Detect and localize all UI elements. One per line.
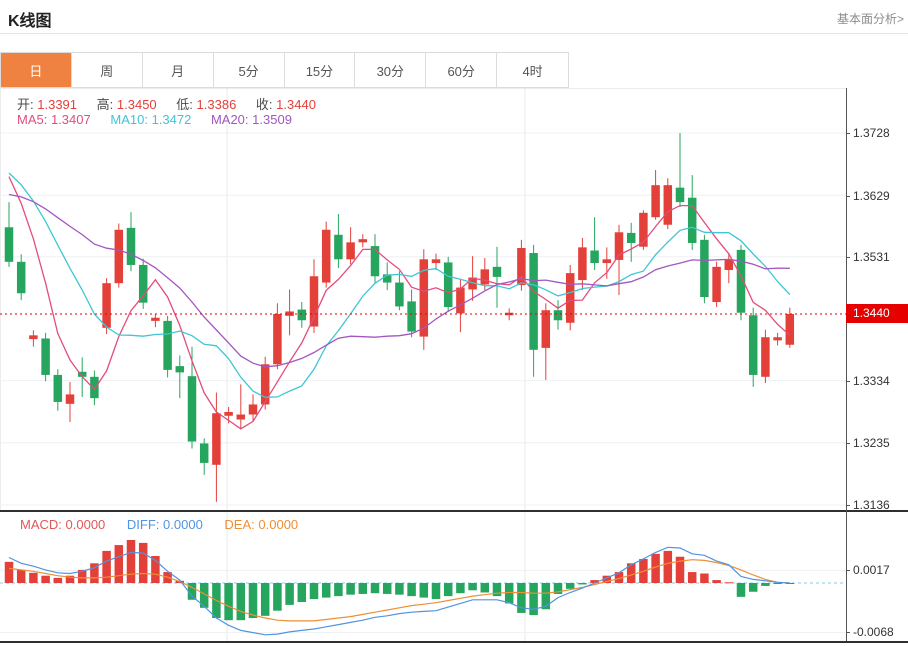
tab-week[interactable]: 周 (71, 53, 143, 87)
diff-value-readout: DIFF: 0.0000 (126, 517, 203, 532)
chart-top-border (0, 88, 846, 89)
price-tick: 1.3334 (846, 374, 907, 388)
high-value: 1.3450 (116, 97, 157, 112)
header-divider (0, 33, 908, 34)
price-tick: 1.3136 (846, 498, 907, 512)
price-tick: 1.3629 (846, 189, 907, 203)
main-chart-canvas[interactable] (0, 88, 846, 511)
macd-readout: MACD: 0.0000 DIFF: 0.0000 DEA: 0.0000 (20, 517, 298, 532)
tab-30min[interactable]: 30分 (355, 53, 427, 87)
low-label: 低: (176, 97, 193, 112)
ma5-readout: MA5: 1.3407 (17, 112, 91, 127)
open-value: 1.3391 (37, 97, 78, 112)
period-tab-bar: 日 周 月 5分 15分 30分 60分 4时 (0, 52, 569, 88)
low-value: 1.3386 (196, 97, 237, 112)
current-price-badge: 1.3440 (846, 304, 908, 323)
ma-readout: MA5: 1.3407 MA10: 1.3472 MA20: 1.3509 (17, 112, 292, 127)
tab-60min[interactable]: 60分 (426, 53, 498, 87)
macd-tick: -0.0068 (846, 625, 907, 639)
tab-4hour[interactable]: 4时 (497, 53, 568, 87)
ohlc-readout: 开: 1.3391 高: 1.3450 低: 1.3386 收: 1.3440 (17, 94, 332, 113)
bottom-border (0, 641, 908, 643)
panel-divider (0, 510, 908, 512)
ma20-readout: MA20: 1.3509 (210, 112, 292, 127)
tab-month[interactable]: 月 (142, 53, 214, 87)
macd-chart-canvas[interactable] (0, 512, 846, 641)
macd-tick: 0.0017 (846, 563, 907, 577)
price-tick: 1.3728 (846, 126, 907, 140)
ma10-readout: MA10: 1.3472 (110, 112, 192, 127)
macd-value-readout: MACD: 0.0000 (20, 517, 106, 532)
open-label: 开: (17, 97, 34, 112)
close-label: 收: (255, 97, 273, 112)
page-title: K线图 (8, 13, 52, 30)
close-value: 1.3440 (276, 97, 316, 112)
tab-5min[interactable]: 5分 (213, 53, 285, 87)
dea-value-readout: DEA: 0.0000 (224, 517, 299, 532)
price-tick: 1.3235 (846, 436, 907, 450)
price-tick: 1.3531 (846, 250, 907, 264)
tab-day[interactable]: 日 (1, 53, 72, 87)
high-label: 高: (96, 97, 114, 112)
fundamental-analysis-link[interactable]: 基本面分析> (836, 12, 904, 26)
price-axis-line (846, 88, 847, 641)
tab-15min[interactable]: 15分 (284, 53, 356, 87)
chart-left-border (0, 88, 1, 511)
